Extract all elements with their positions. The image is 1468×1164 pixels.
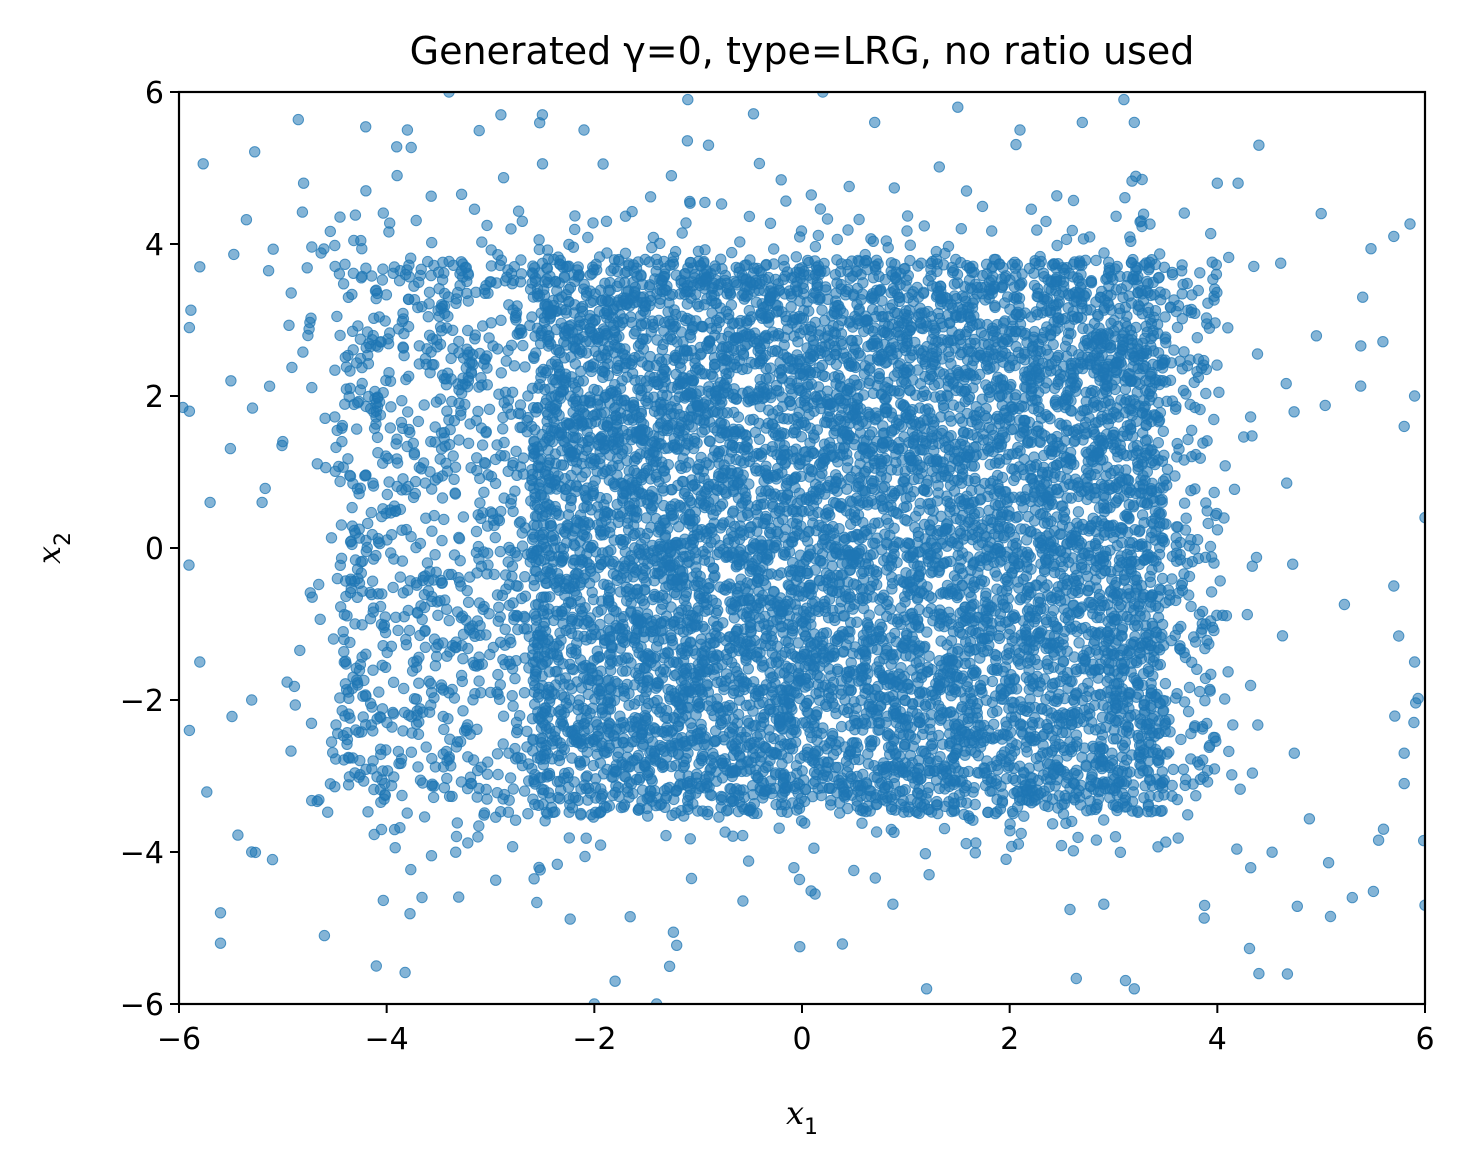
scatter-point xyxy=(1142,800,1155,812)
scatter-point xyxy=(994,803,1007,815)
scatter-point xyxy=(903,806,915,818)
scatter-point xyxy=(980,587,992,599)
scatter-point xyxy=(933,377,945,390)
scatter-point xyxy=(805,321,817,333)
scatter-point xyxy=(603,526,616,539)
scatter-point xyxy=(830,744,843,757)
scatter-point xyxy=(695,347,707,360)
scatter-point xyxy=(629,632,641,645)
scatter-point xyxy=(619,343,631,355)
scatter-point xyxy=(925,709,937,721)
scatter-point xyxy=(1157,425,1170,437)
scatter-point xyxy=(640,512,652,524)
scatter-point xyxy=(876,621,888,633)
scatter-point xyxy=(846,255,858,267)
scatter-point xyxy=(591,501,604,513)
scatter-point xyxy=(815,555,827,567)
scatter-point xyxy=(931,795,943,808)
scatter-point xyxy=(1072,311,1084,323)
scatter-point xyxy=(555,386,567,398)
scatter-point xyxy=(709,263,722,275)
scatter-point xyxy=(760,372,772,385)
scatter-point xyxy=(922,403,934,415)
scatter-point xyxy=(574,759,587,771)
scatter-point xyxy=(1124,537,1136,549)
scatter-point xyxy=(1057,808,1070,820)
scatter-point xyxy=(945,706,957,718)
scatter-point xyxy=(691,298,703,310)
scatter-point xyxy=(912,291,925,303)
scatter-point xyxy=(776,757,788,770)
scatter-point xyxy=(1127,441,1140,453)
scatter-points xyxy=(179,92,1425,1004)
scatter-point xyxy=(778,260,791,273)
scatter-point xyxy=(901,515,913,527)
scatter-point xyxy=(810,391,823,403)
scatter-point xyxy=(782,323,794,335)
scatter-point xyxy=(934,588,947,600)
scatter-point xyxy=(916,801,928,813)
scatter-point xyxy=(1154,406,1167,419)
scatter-point xyxy=(879,781,891,794)
scatter-point xyxy=(1070,764,1083,776)
scatter-point xyxy=(851,795,863,807)
scatter-point xyxy=(835,596,847,608)
scatter-point xyxy=(916,728,929,741)
scatter-point xyxy=(715,801,727,813)
scatter-point xyxy=(650,682,662,694)
scatter-point xyxy=(827,604,839,617)
scatter-point xyxy=(528,351,540,363)
scatter-point xyxy=(915,257,927,269)
scatter-point xyxy=(600,493,613,505)
scatter-point xyxy=(900,500,913,513)
scatter-point xyxy=(1028,279,1041,292)
scatter-point xyxy=(1064,446,1077,459)
scatter-point xyxy=(698,554,711,566)
scatter-point xyxy=(938,368,950,380)
scatter-point xyxy=(730,393,743,405)
scatter-point xyxy=(1073,637,1085,649)
scatter-point xyxy=(727,794,739,806)
scatter-point xyxy=(715,253,727,265)
scatter-point xyxy=(772,405,784,417)
scatter-point xyxy=(1115,550,1127,562)
scatter-point xyxy=(794,327,806,340)
scatter-point xyxy=(1145,456,1158,469)
scatter-point xyxy=(945,635,958,647)
scatter-point xyxy=(862,758,875,770)
scatter-point xyxy=(779,549,791,561)
scatter-point xyxy=(639,253,651,266)
chart-title: Generated γ=0, type=LRG, no ratio used xyxy=(410,29,1195,73)
scatter-point xyxy=(969,798,981,811)
scatter-point xyxy=(873,270,885,283)
scatter-point xyxy=(578,278,590,291)
scatter-point xyxy=(564,281,577,294)
scatter-point xyxy=(1006,635,1018,647)
scatter-point xyxy=(899,596,911,608)
scatter-point xyxy=(870,569,883,581)
scatter-point xyxy=(1028,403,1040,415)
scatter-point xyxy=(1072,506,1085,518)
scatter-point xyxy=(1042,800,1054,813)
scatter-point xyxy=(583,519,596,531)
scatter-point xyxy=(1009,774,1022,787)
scatter-point xyxy=(1132,806,1144,818)
scatter-point xyxy=(980,402,992,415)
scatter-point xyxy=(992,764,1004,776)
scatter-point xyxy=(1132,729,1144,742)
